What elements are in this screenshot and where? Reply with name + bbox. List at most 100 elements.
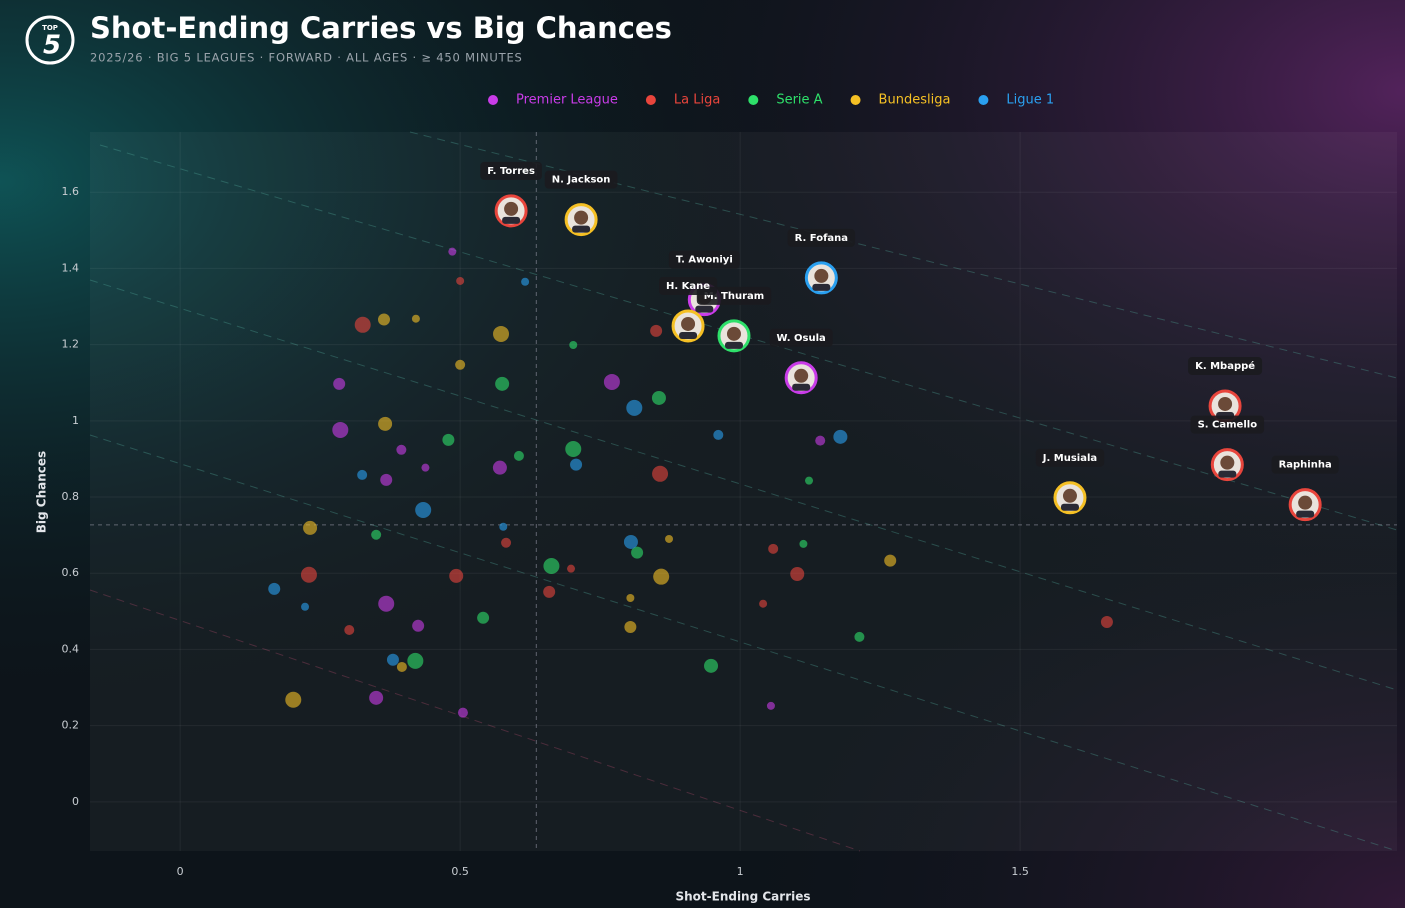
chart-subtitle: 2025/26 · BIG 5 LEAGUES · FORWARD · ALL … — [90, 51, 523, 65]
player-shirt — [679, 331, 698, 339]
point — [300, 566, 317, 583]
guide-line — [89, 279, 1398, 691]
legend-label: Bundesliga — [879, 93, 951, 108]
player-label: T. Awoniyi — [676, 255, 733, 266]
point — [790, 566, 805, 581]
point — [650, 324, 663, 337]
point — [603, 373, 620, 390]
point — [412, 619, 425, 632]
point — [665, 534, 674, 543]
legend-marker — [748, 95, 759, 105]
point — [396, 661, 407, 672]
player-label: R. Fofana — [795, 233, 848, 244]
player-label-box — [1190, 415, 1265, 434]
point — [301, 602, 310, 611]
player-label: S. Camello — [1198, 420, 1258, 431]
point — [651, 390, 666, 405]
point — [624, 620, 637, 633]
player-shirt — [812, 283, 831, 291]
player-shirt — [1060, 503, 1079, 511]
logo-ring — [25, 15, 75, 65]
player-label: F. Torres — [487, 166, 535, 177]
point — [333, 377, 346, 390]
point — [442, 433, 455, 446]
point — [768, 543, 779, 554]
point — [380, 473, 393, 486]
player-label-box — [1188, 356, 1263, 375]
point — [652, 465, 669, 482]
point — [456, 276, 465, 285]
point — [448, 247, 457, 256]
x-axis-label: Shot-Ending Carries — [675, 890, 810, 904]
player-label: J. Musiala — [1042, 453, 1097, 464]
point — [543, 557, 560, 574]
legend-marker — [645, 95, 656, 105]
player-shirt — [724, 341, 743, 349]
point — [626, 399, 643, 416]
legend-marker — [850, 95, 861, 105]
player-shirt — [695, 305, 714, 313]
point — [285, 691, 302, 708]
player-shirt — [502, 216, 521, 224]
highlighted-player: J. Musiala — [1035, 448, 1105, 515]
y-tick-label: 1.4 — [62, 261, 80, 274]
x-tick-label: 0.5 — [451, 865, 469, 878]
highlighted-player: N. Jackson — [544, 170, 618, 237]
point — [369, 690, 384, 705]
highlighted-player: F. Torres — [480, 161, 542, 228]
player-face — [1298, 495, 1313, 510]
player-face — [1220, 455, 1235, 470]
point — [415, 501, 432, 518]
point — [567, 564, 576, 573]
player-face — [1218, 396, 1233, 411]
point — [396, 444, 407, 455]
point — [378, 416, 393, 431]
player-shirt — [792, 383, 811, 391]
point — [543, 585, 556, 598]
y-axis-label: Big Chances — [35, 451, 49, 533]
player-label: K. Mbappé — [1195, 360, 1255, 372]
player-label: M. Thuram — [704, 291, 764, 302]
player-shirt — [572, 225, 591, 233]
point — [499, 522, 508, 531]
player-face — [681, 316, 696, 331]
x-tick-label: 1 — [737, 865, 744, 878]
player-face — [1062, 488, 1077, 503]
player-label-box — [659, 276, 718, 295]
point — [377, 313, 390, 326]
point — [570, 458, 583, 471]
player-label-box — [1271, 455, 1339, 474]
point — [495, 376, 510, 391]
point — [766, 701, 775, 710]
point — [854, 631, 865, 642]
y-tick-label: 1.2 — [62, 338, 80, 351]
legend-label: Ligue 1 — [1006, 93, 1054, 108]
point — [378, 595, 395, 612]
point — [303, 520, 318, 535]
point — [1100, 616, 1113, 629]
y-tick-label: 0.2 — [62, 719, 80, 732]
player-label-box — [668, 250, 740, 269]
y-tick-label: 1 — [72, 414, 79, 427]
highlighted-player: S. Camello — [1190, 415, 1265, 482]
legend-marker — [488, 95, 498, 105]
highlighted-player: Raphinha — [1271, 455, 1339, 522]
point — [457, 707, 468, 718]
player-label-box — [787, 228, 856, 247]
point — [759, 599, 768, 608]
player-face — [814, 268, 829, 283]
point — [357, 469, 368, 480]
player-label: Raphinha — [1279, 460, 1332, 471]
point — [653, 568, 670, 585]
plot-area — [90, 132, 1397, 851]
point — [623, 534, 638, 549]
point — [449, 568, 464, 583]
point — [492, 460, 507, 475]
guide-line — [89, 434, 1398, 852]
point — [569, 340, 578, 349]
y-tick-label: 0.6 — [62, 566, 80, 579]
player-shirt — [1218, 470, 1237, 478]
point — [799, 539, 808, 548]
